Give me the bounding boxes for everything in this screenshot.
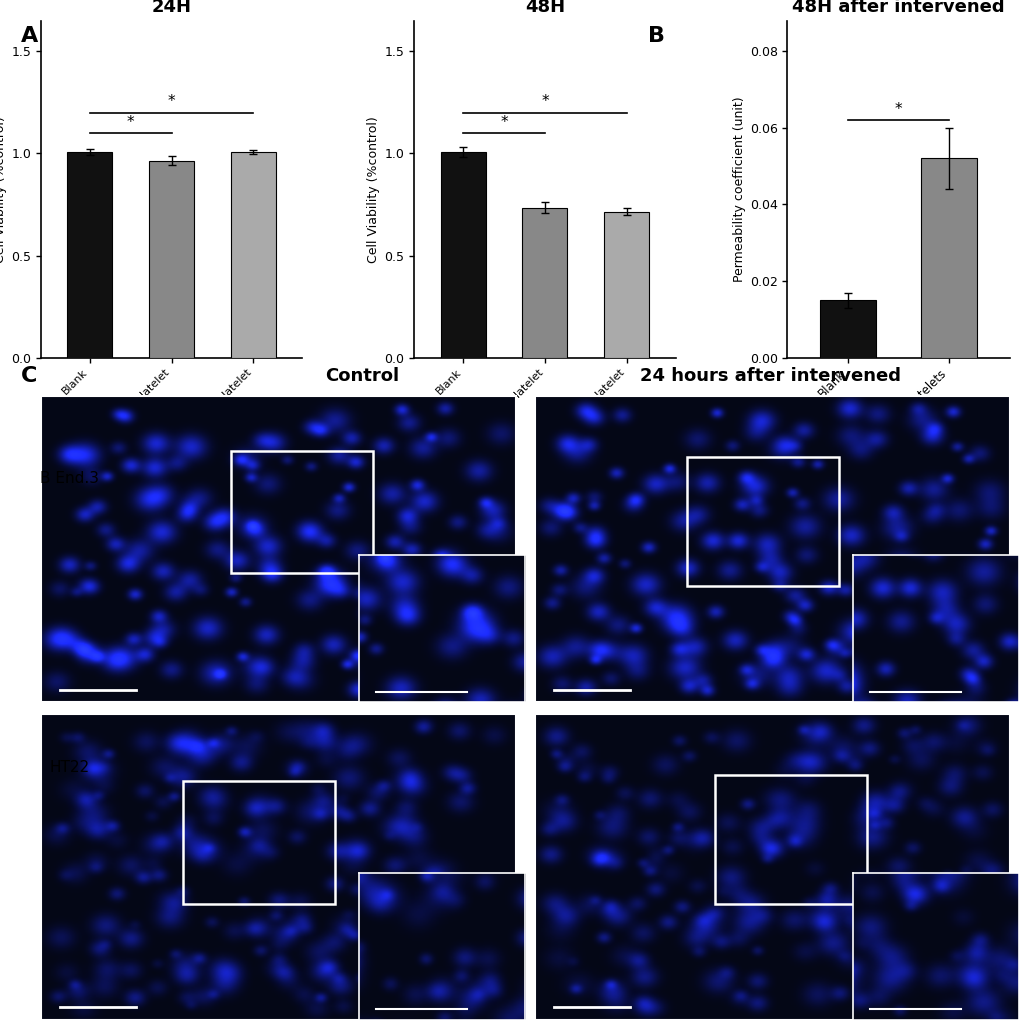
- Bar: [686, 457, 838, 586]
- Bar: [67, 152, 112, 357]
- Bar: [920, 159, 976, 357]
- Y-axis label: Cell Viability (%control): Cell Viability (%control): [0, 115, 7, 263]
- Text: *: *: [540, 94, 548, 109]
- Bar: [714, 776, 866, 903]
- Bar: [230, 152, 275, 357]
- Y-axis label: Permeability coefficient (unit): Permeability coefficient (unit): [732, 97, 745, 282]
- Bar: [149, 161, 194, 357]
- Text: A: A: [20, 26, 38, 45]
- Y-axis label: Cell Viability (%control): Cell Viability (%control): [367, 115, 380, 263]
- Bar: [230, 451, 373, 574]
- Bar: [183, 782, 335, 903]
- Text: B End.3: B End.3: [40, 472, 99, 486]
- Bar: [603, 211, 648, 357]
- Bar: [440, 152, 485, 357]
- Title: 48H after intervened: 48H after intervened: [792, 0, 1004, 16]
- Title: 48H: 48H: [525, 0, 565, 16]
- Text: *: *: [499, 114, 507, 130]
- Bar: [522, 207, 567, 357]
- Text: *: *: [126, 114, 135, 130]
- Text: C: C: [20, 366, 37, 385]
- Bar: [819, 300, 875, 357]
- Text: 24 hours after intervened: 24 hours after intervened: [639, 367, 900, 384]
- Text: *: *: [167, 94, 175, 109]
- Text: Control: Control: [325, 367, 398, 384]
- Text: B: B: [647, 26, 664, 45]
- Text: *: *: [894, 102, 902, 116]
- Title: 24H: 24H: [152, 0, 192, 16]
- Text: HT22: HT22: [49, 760, 90, 775]
